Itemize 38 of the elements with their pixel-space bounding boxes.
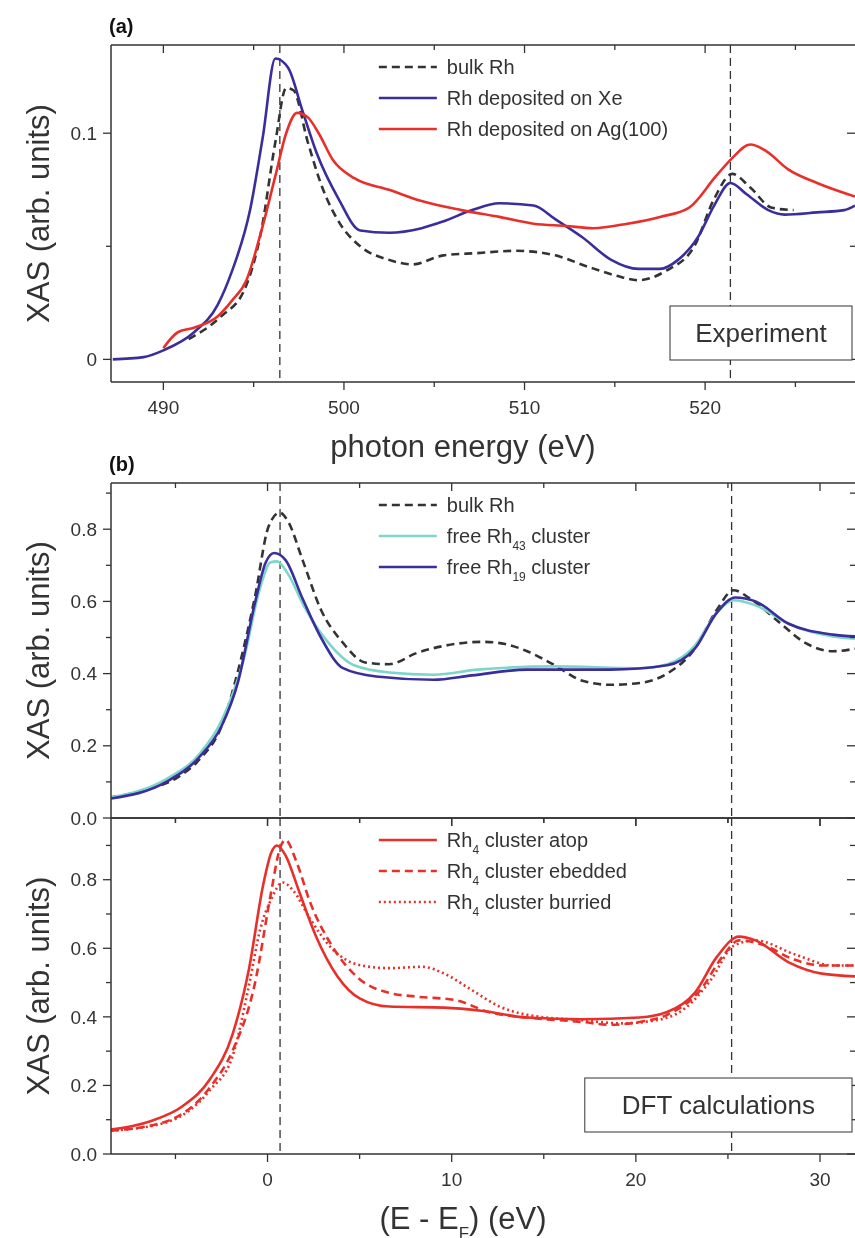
y-tick-label: 0.2 xyxy=(70,735,97,757)
y-tick-label: 0 xyxy=(86,349,97,371)
y-tick-label: 0.4 xyxy=(70,1006,98,1028)
legend-label: Rh deposited on Ag(100) xyxy=(446,118,669,140)
y-tick-label: 0.6 xyxy=(70,591,97,613)
chart-title: (a) xyxy=(109,15,134,37)
y-tick-label: 0.8 xyxy=(70,869,97,891)
x-tick-label: 510 xyxy=(508,397,541,418)
y-tick-label: 0.2 xyxy=(70,1075,97,1097)
x-tick-label: 490 xyxy=(147,397,180,418)
legend-label: Rh$_{4}$ cluster atop xyxy=(446,829,589,857)
chart-title: (b) xyxy=(109,453,135,475)
legend-label: bulk Rh xyxy=(446,56,515,78)
x-tick-label: 0 xyxy=(262,1169,273,1190)
y-axis-title: XAS (arb. units) xyxy=(21,876,56,1096)
legend-label: Rh$_{4}$ cluster burried xyxy=(446,891,612,919)
y-tick-label: 0.4 xyxy=(70,663,98,685)
x-tick-label: 500 xyxy=(328,397,360,418)
annotation: Experiment xyxy=(695,318,828,349)
legend-label: Rh$_{4}$ cluster ebedded xyxy=(446,860,627,888)
x-tick-label: 10 xyxy=(441,1169,463,1190)
x-axis-title: (E - E$_{F}$) (eV) xyxy=(379,1201,547,1238)
legend-label: free Rh$_{19}$ cluster xyxy=(446,556,591,584)
y-axis-title: XAS (arb. units) xyxy=(21,541,56,760)
x-tick-label: 30 xyxy=(809,1169,831,1190)
x-tick-label: 20 xyxy=(625,1169,647,1190)
legend-label: Rh deposited on Xe xyxy=(446,87,623,109)
y-axis-title: XAS (arb. units) xyxy=(21,104,56,323)
legend-label: bulk Rh xyxy=(446,494,515,516)
y-tick-label: 0.1 xyxy=(70,122,97,144)
y-tick-label: 0.8 xyxy=(70,518,97,540)
x-tick-label: 520 xyxy=(689,397,721,418)
annotation: DFT calculations xyxy=(621,1090,815,1121)
y-tick-label: 0.6 xyxy=(70,937,97,959)
x-axis-title: photon energy (eV) xyxy=(330,429,596,464)
legend-label: free Rh$_{43}$ cluster xyxy=(446,525,591,553)
y-tick-label: 0.0 xyxy=(70,807,97,829)
y-tick-label: 0.0 xyxy=(70,1143,97,1165)
